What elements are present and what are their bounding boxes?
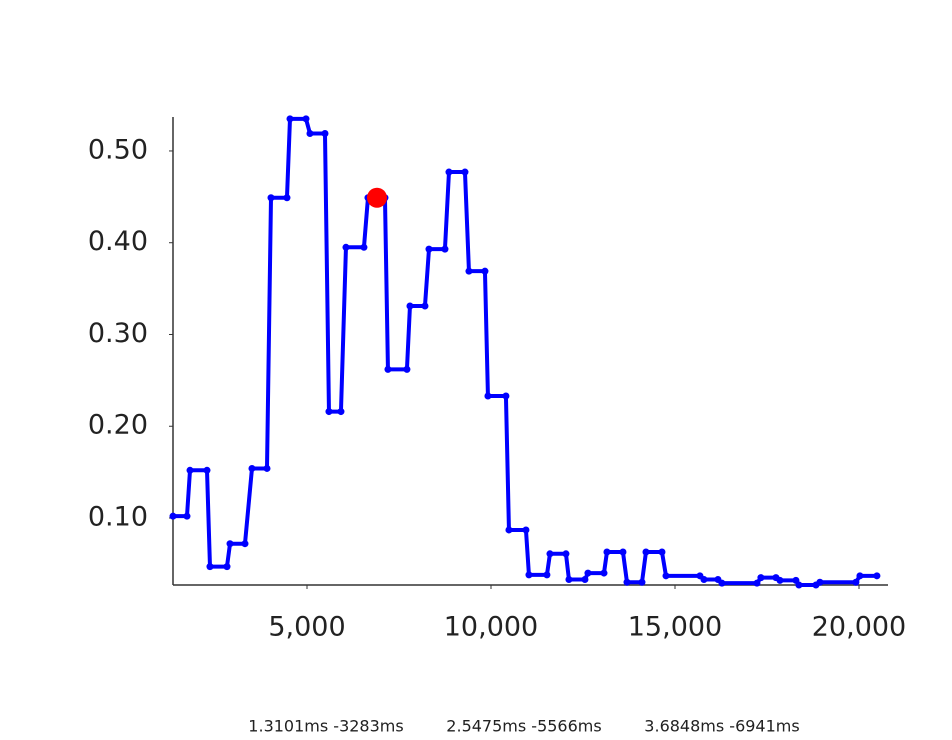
highlight-point — [366, 187, 387, 208]
point — [522, 526, 530, 534]
point — [241, 540, 249, 548]
point — [421, 302, 429, 310]
point — [286, 115, 294, 123]
point — [600, 569, 608, 577]
x-tick-label: 15,000 — [628, 612, 722, 643]
point — [425, 245, 433, 253]
point — [795, 581, 803, 589]
point — [267, 194, 275, 202]
line — [173, 116, 877, 587]
point — [603, 548, 611, 556]
point — [662, 572, 670, 580]
point — [623, 578, 631, 586]
point — [753, 579, 761, 587]
point — [816, 578, 824, 586]
x-tick-label: 10,000 — [444, 612, 538, 643]
point — [360, 243, 368, 251]
point — [461, 168, 469, 176]
point — [642, 548, 650, 556]
y-tick-label: 0.20 — [88, 410, 148, 441]
x-tick-label: 5,000 — [268, 612, 345, 643]
point — [852, 578, 860, 586]
point — [223, 563, 231, 571]
point — [337, 408, 345, 416]
annotation: 2.5475ms -5566ms — [446, 717, 601, 736]
point — [700, 575, 708, 583]
point — [306, 130, 314, 138]
point — [403, 365, 411, 373]
point — [186, 466, 194, 474]
point — [283, 194, 291, 202]
point — [445, 168, 453, 176]
point — [873, 572, 881, 580]
point — [638, 578, 646, 586]
point — [584, 569, 592, 577]
point — [203, 466, 211, 474]
point — [406, 302, 414, 310]
point — [757, 574, 765, 582]
point — [441, 245, 449, 253]
point — [856, 572, 864, 580]
point — [525, 571, 533, 579]
point — [484, 392, 492, 400]
y-tick-label: 0.10 — [88, 502, 148, 533]
point — [581, 575, 589, 583]
point — [384, 365, 392, 373]
point — [776, 576, 784, 584]
point — [206, 563, 214, 571]
point — [543, 571, 551, 579]
point — [183, 512, 191, 520]
annotation: 1.3101ms -3283ms — [248, 717, 403, 736]
point — [502, 392, 510, 400]
point — [321, 130, 329, 138]
point — [565, 575, 573, 583]
point — [248, 464, 256, 472]
point — [302, 115, 310, 123]
x-tick-label: 20,000 — [812, 612, 906, 643]
point — [325, 408, 333, 416]
point — [465, 267, 473, 275]
y-tick-label: 0.50 — [88, 134, 148, 165]
point — [169, 512, 177, 520]
point — [342, 243, 350, 251]
point — [481, 267, 489, 275]
y-tick-label: 0.40 — [88, 226, 148, 257]
point — [226, 540, 234, 548]
point — [263, 464, 271, 472]
point — [562, 550, 570, 558]
point — [619, 548, 627, 556]
point — [658, 548, 666, 556]
point — [546, 550, 554, 558]
annotation: 3.6848ms -6941ms — [644, 717, 799, 736]
point — [718, 579, 726, 587]
point — [505, 526, 513, 534]
y-tick-label: 0.30 — [88, 318, 148, 349]
